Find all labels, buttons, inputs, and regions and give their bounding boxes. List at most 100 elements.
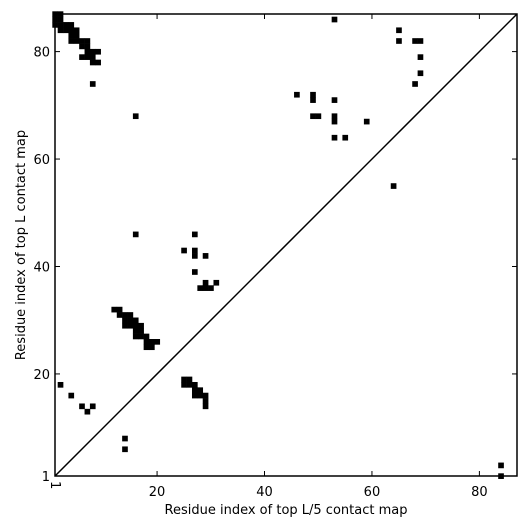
upper-contact-point bbox=[191, 253, 198, 259]
upper-contact-point bbox=[132, 113, 139, 120]
y-tick-label: 1 bbox=[42, 470, 50, 485]
x-tick-label: 60 bbox=[364, 485, 381, 500]
axis-ticks: 1 20 40 60 80 1 20 40 60 80 bbox=[33, 14, 517, 500]
upper-contact-point bbox=[122, 317, 128, 324]
upper-contact-point bbox=[191, 231, 198, 238]
upper-contact-point bbox=[95, 48, 101, 55]
diagonal-line bbox=[54, 13, 518, 477]
lower-contact-point bbox=[186, 376, 193, 383]
upper-contact-point bbox=[79, 54, 85, 60]
upper-contact-point bbox=[154, 339, 161, 345]
plot-frame bbox=[54, 13, 518, 477]
y-tick-label: 80 bbox=[33, 46, 50, 61]
y-tick-label: 60 bbox=[33, 153, 50, 168]
upper-contact-point bbox=[132, 328, 139, 334]
y-tick-label: 20 bbox=[33, 368, 50, 383]
data-points bbox=[52, 11, 504, 479]
upper-contact-point bbox=[310, 113, 316, 120]
y-tick-label: 40 bbox=[33, 260, 50, 275]
upper-contact-point bbox=[89, 59, 96, 66]
upper-contact-point bbox=[417, 70, 424, 77]
upper-contact-point bbox=[191, 247, 198, 254]
upper-contact-point bbox=[132, 317, 139, 324]
upper-contact-point bbox=[331, 134, 338, 141]
x-tick-label: 40 bbox=[256, 485, 273, 500]
upper-contact-point bbox=[95, 59, 101, 66]
lower-contact-point bbox=[197, 392, 204, 399]
x-tick-label: 20 bbox=[149, 485, 166, 500]
upper-contact-point bbox=[79, 43, 85, 50]
lower-contact-point bbox=[191, 381, 198, 388]
upper-contact-point bbox=[116, 312, 123, 318]
upper-contact-point bbox=[84, 54, 91, 60]
upper-contact-point bbox=[89, 48, 96, 55]
upper-contact-point bbox=[331, 16, 338, 23]
upper-contact-point bbox=[202, 279, 209, 286]
upper-contact-point bbox=[68, 38, 75, 44]
x-tick-label: 80 bbox=[471, 485, 488, 500]
upper-contact-point bbox=[84, 38, 91, 44]
upper-contact-point bbox=[412, 38, 418, 44]
upper-contact-point bbox=[396, 38, 402, 44]
lower-contact-point bbox=[181, 376, 187, 383]
upper-contact-point bbox=[132, 322, 139, 329]
upper-contact-point bbox=[143, 339, 150, 345]
upper-contact-point bbox=[202, 253, 209, 259]
upper-contact-point bbox=[89, 81, 96, 87]
x-axis-title: Residue index of top L/5 contact map bbox=[165, 503, 408, 518]
upper-contact-point bbox=[57, 27, 64, 34]
lower-contact-point bbox=[89, 403, 96, 410]
lower-contact-point bbox=[498, 462, 504, 469]
upper-contact-point bbox=[63, 27, 69, 34]
lower-contact-point bbox=[202, 398, 209, 404]
upper-contact-point bbox=[57, 22, 64, 28]
upper-contact-point bbox=[208, 285, 214, 291]
lower-contact-point bbox=[186, 381, 193, 388]
upper-contact-point bbox=[84, 43, 91, 50]
upper-contact-point bbox=[417, 38, 424, 44]
upper-contact-point bbox=[111, 306, 118, 313]
upper-contact-point bbox=[310, 91, 316, 98]
upper-contact-point bbox=[132, 333, 139, 340]
upper-contact-point bbox=[315, 113, 322, 120]
upper-contact-point bbox=[127, 322, 134, 329]
lower-contact-point bbox=[191, 387, 198, 394]
upper-contact-point bbox=[143, 344, 150, 351]
upper-contact-point bbox=[122, 312, 128, 318]
upper-contact-point bbox=[73, 38, 80, 44]
upper-contact-point bbox=[331, 113, 338, 120]
upper-contact-point bbox=[73, 32, 80, 39]
upper-contact-point bbox=[363, 118, 370, 125]
upper-contact-point bbox=[68, 22, 75, 28]
upper-contact-point bbox=[149, 344, 155, 351]
upper-contact-point bbox=[310, 97, 316, 103]
upper-contact-point bbox=[149, 339, 155, 345]
upper-contact-point bbox=[213, 279, 220, 286]
upper-contact-point bbox=[138, 333, 144, 340]
lower-contact-point bbox=[191, 392, 198, 399]
upper-contact-point bbox=[181, 247, 187, 254]
lower-contact-point bbox=[79, 403, 85, 410]
upper-contact-point bbox=[116, 306, 123, 313]
upper-contact-point bbox=[68, 27, 75, 34]
upper-contact-point bbox=[202, 285, 209, 291]
upper-contact-point bbox=[331, 97, 338, 103]
lower-contact-point bbox=[84, 408, 91, 415]
lower-contact-point bbox=[122, 446, 128, 453]
lower-contact-point bbox=[202, 392, 209, 399]
upper-contact-point bbox=[73, 27, 80, 34]
upper-contact-point bbox=[417, 54, 424, 60]
upper-contact-point bbox=[342, 134, 349, 141]
upper-contact-point bbox=[138, 328, 144, 334]
upper-contact-point bbox=[79, 38, 85, 44]
upper-contact-point bbox=[89, 54, 96, 60]
lower-contact-point bbox=[202, 403, 209, 410]
upper-contact-point bbox=[294, 91, 300, 98]
upper-contact-point bbox=[412, 81, 418, 87]
lower-contact-point bbox=[68, 392, 75, 399]
upper-contact-point bbox=[138, 322, 144, 329]
upper-contact-point bbox=[68, 32, 75, 39]
upper-contact-point bbox=[84, 48, 91, 55]
upper-contact-point bbox=[331, 118, 338, 125]
